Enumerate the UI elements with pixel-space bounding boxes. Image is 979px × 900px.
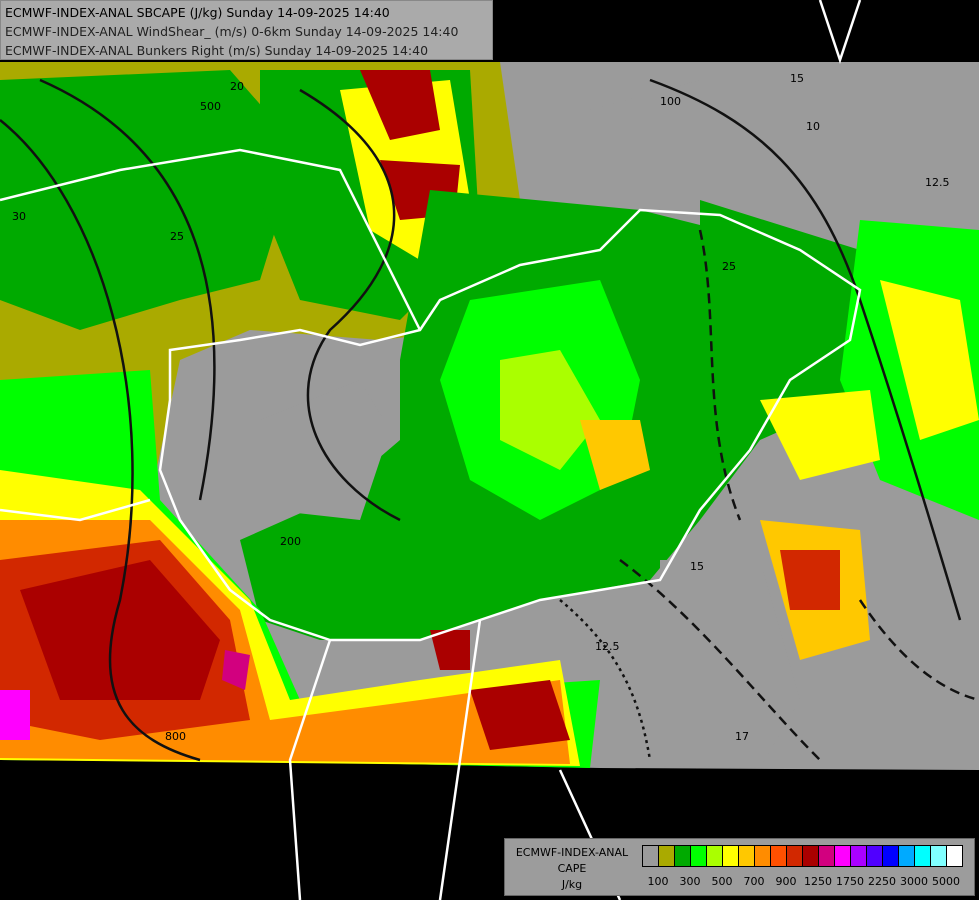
legend-color-box: [947, 846, 962, 866]
svg-text:15: 15: [690, 560, 704, 573]
legend-color-box: [835, 846, 851, 866]
legend-color-box: [643, 846, 659, 866]
map-header: ECMWF-INDEX-ANAL SBCAPE (J/kg) Sunday 14…: [0, 0, 493, 60]
legend-tick-label: 900: [775, 875, 797, 888]
svg-text:25: 25: [170, 230, 184, 243]
legend-color-box: [771, 846, 787, 866]
svg-text:15: 15: [790, 72, 804, 85]
legend-title-variable: CAPE: [557, 862, 587, 875]
legend-color-box: [723, 846, 739, 866]
svg-text:10: 10: [806, 120, 820, 133]
svg-text:30: 30: [12, 210, 26, 223]
legend-color-box: [851, 846, 867, 866]
legend-color-box: [883, 846, 899, 866]
legend-tick-label: 5000: [932, 875, 960, 888]
header-line-windshear: ECMWF-INDEX-ANAL WindShear_ (m/s) 0-6km …: [5, 24, 459, 39]
legend-color-box: [803, 846, 819, 866]
legend-color-box: [787, 846, 803, 866]
legend-color-box: [867, 846, 883, 866]
legend-tick-label: 100: [647, 875, 669, 888]
cape-fill: [0, 62, 979, 768]
legend-color-box: [899, 846, 915, 866]
legend-tick-label: 700: [743, 875, 765, 888]
legend-tick-label: 2250: [868, 875, 896, 888]
legend-title: ECMWF-INDEX-ANAL CAPE J/kg: [507, 845, 637, 893]
color-legend: ECMWF-INDEX-ANAL CAPE J/kg 100 300 500 700 9…: [504, 838, 975, 896]
legend-color-box: [755, 846, 771, 866]
legend-title-model: ECMWF-INDEX-ANAL: [515, 846, 629, 859]
svg-text:100: 100: [660, 95, 681, 108]
legend-title-unit: J/kg: [561, 878, 583, 891]
legend-tick-label: 300: [679, 875, 701, 888]
svg-text:25: 25: [722, 260, 736, 273]
legend-tick-label: 3000: [900, 875, 928, 888]
legend-tick-label: 1750: [836, 875, 864, 888]
legend-color-box: [707, 846, 723, 866]
contour-labels: 15 12.5 10 20 25 30 500 100 200 800 15 1…: [12, 72, 950, 743]
svg-text:800: 800: [165, 730, 186, 743]
legend-tick-label: 500: [711, 875, 733, 888]
legend-color-box: [675, 846, 691, 866]
legend-color-box: [931, 846, 947, 866]
legend-color-box: [739, 846, 755, 866]
legend-color-box: [915, 846, 931, 866]
shear-contours: [0, 78, 979, 762]
svg-text:17: 17: [735, 730, 749, 743]
header-line-cape: ECMWF-INDEX-ANAL SBCAPE (J/kg) Sunday 14…: [5, 5, 390, 20]
legend-color-box: [819, 846, 835, 866]
legend-tick-label: 1250: [804, 875, 832, 888]
svg-text:12.5: 12.5: [595, 640, 620, 653]
legend-color-boxes: [642, 845, 963, 867]
legend-color-box: [659, 846, 675, 866]
svg-text:12.5: 12.5: [925, 176, 950, 189]
legend-color-box: [691, 846, 707, 866]
header-line-bunkers: ECMWF-INDEX-ANAL Bunkers Right (m/s) Sun…: [5, 43, 429, 58]
svg-text:500: 500: [200, 100, 221, 113]
legend-tick-labels: 100 300 500 700 900 1250 1750 2250 3000 5000: [642, 875, 962, 895]
svg-text:200: 200: [280, 535, 301, 548]
svg-text:20: 20: [230, 80, 244, 93]
